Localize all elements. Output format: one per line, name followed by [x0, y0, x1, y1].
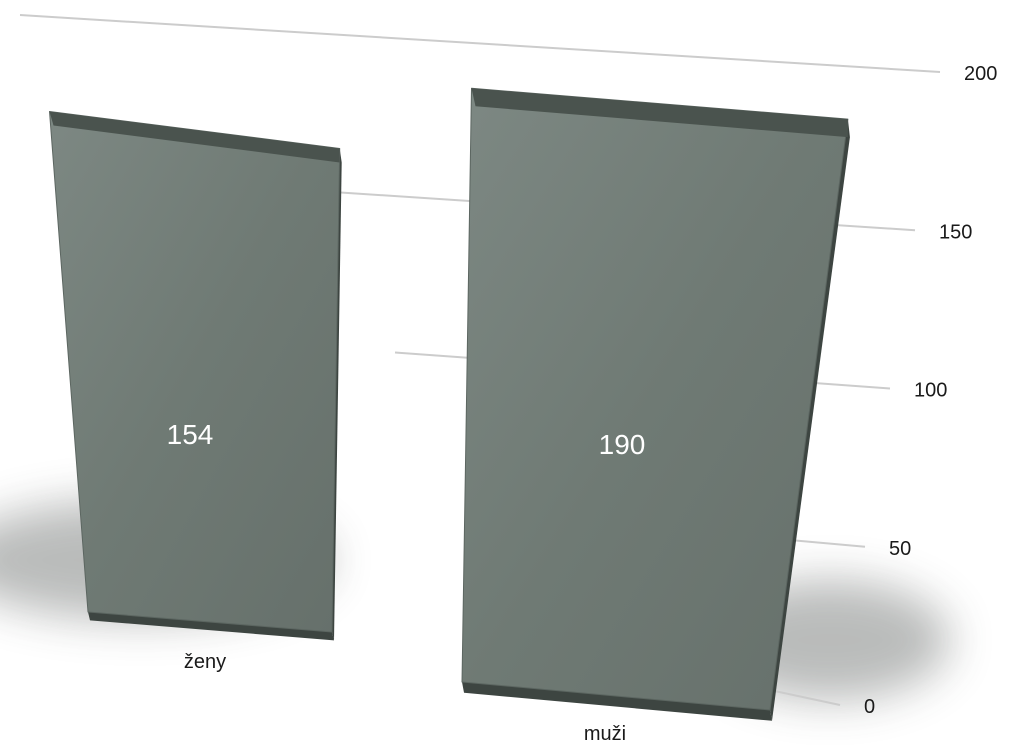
bars: [49, 87, 850, 721]
bar-top: [471, 88, 848, 138]
bar-side: [332, 148, 342, 641]
y-tick-label: 200: [964, 63, 997, 85]
bar-1: [49, 111, 342, 641]
y-tick-label: 0: [864, 696, 875, 718]
gridline: [19, 14, 941, 73]
y-tick-label: 100: [914, 380, 947, 402]
data-label: 190: [599, 429, 646, 460]
x-category-label: ženy: [184, 651, 226, 673]
labels: 0 50 100 150 200 154 ženy 190 muži: [167, 63, 998, 745]
bar-bottom: [88, 612, 334, 641]
bar-side: [770, 119, 850, 721]
gridline: [769, 689, 841, 706]
data-label: 154: [167, 419, 214, 450]
bar-top: [49, 111, 340, 163]
bar-face: [49, 111, 341, 633]
x-category-label: muži: [584, 723, 626, 745]
y-tick-label: 150: [939, 221, 972, 243]
y-tick-label: 50: [889, 538, 911, 560]
bar-2: [461, 87, 850, 721]
bar-bottom: [462, 682, 772, 721]
